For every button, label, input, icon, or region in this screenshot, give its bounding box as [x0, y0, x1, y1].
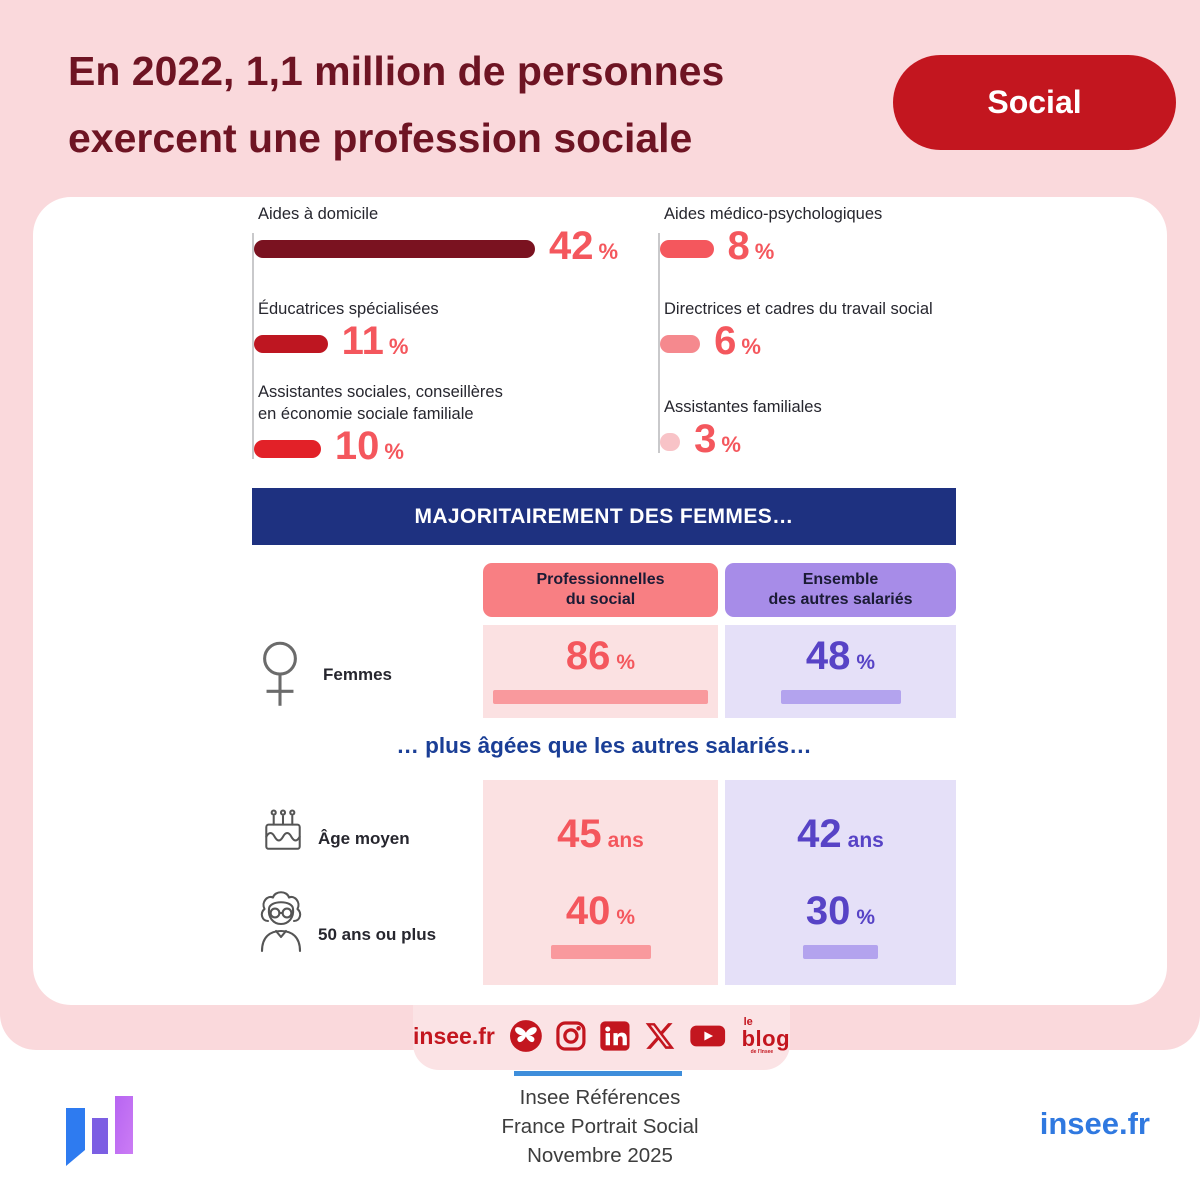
bar-label: Aides à domicile	[258, 205, 379, 223]
le-blog-link[interactable]: le blog de l'Insee	[741, 1016, 791, 1055]
bar-item: 8%	[660, 224, 775, 268]
bar-value: 6%	[714, 319, 761, 363]
axis-left	[252, 233, 254, 459]
bar-item: 11%	[254, 319, 409, 363]
category-badge-label: Social	[987, 84, 1082, 120]
row-label-age-moyen: Âge moyen	[318, 829, 410, 848]
bar-value: 3%	[694, 417, 741, 461]
section-subtitle: … plus âgées que les autres salariés…	[396, 733, 812, 758]
social-links-bar: insee.fr le blog de l'Insee	[413, 1014, 790, 1058]
bar-label: Assistantes sociales, conseillères en éc…	[258, 383, 503, 423]
bar-fill	[660, 335, 701, 353]
value-femmes-social: 86%	[565, 634, 636, 678]
page-title-line1: En 2022, 1,1 million de personnes	[68, 48, 725, 94]
publication-title: France Portrait Social	[501, 1115, 699, 1138]
mini-bar-femmes-social	[493, 690, 708, 704]
bar-item: 6%	[660, 319, 761, 363]
bar-fill	[254, 335, 328, 353]
row-label-50-plus: 50 ans ou plus	[318, 925, 437, 944]
mini-bar-femmes-others	[780, 690, 901, 704]
bar-label: Directrices et cadres du travail social	[664, 300, 933, 318]
bar-fill	[660, 433, 681, 451]
youtube-icon[interactable]	[689, 1019, 726, 1053]
cell-femmes-others: 48%	[725, 625, 956, 718]
female-symbol-icon	[263, 641, 297, 706]
column-header-others: Ensemble des autres salariés	[725, 563, 956, 617]
value-age-others: 42 ans	[797, 812, 884, 856]
linkedin-icon[interactable]	[599, 1019, 631, 1053]
bar-value: 10%	[334, 424, 404, 468]
x-twitter-icon[interactable]	[644, 1019, 676, 1053]
axis-right	[658, 233, 660, 453]
page-title-line2: exercent une profession sociale	[68, 115, 693, 161]
bar-label: Aides médico-psychologiques	[664, 205, 883, 223]
mini-bar-50plus-social	[550, 945, 651, 959]
section-banner: MAJORITAIREMENT DES FEMMES…	[252, 488, 956, 545]
column-header-social: Professionnelles du social	[483, 563, 718, 617]
value-age-social: 45 ans	[557, 812, 644, 856]
insee-fr-site-link[interactable]: insee.fr	[1039, 1106, 1150, 1141]
infographic-card: Aides à domicile 42% Éducatrices spécial…	[33, 197, 1167, 1005]
value-femmes-others: 48%	[805, 634, 876, 678]
publication-date: Novembre 2025	[527, 1144, 673, 1167]
insee-fr-link[interactable]: insee.fr	[413, 1022, 495, 1049]
category-badge: Social	[893, 55, 1176, 150]
page-title: En 2022, 1,1 million de personnes exerce…	[68, 38, 898, 172]
bar-value: 11%	[341, 319, 409, 363]
bar-fill	[254, 440, 321, 458]
footer-divider	[514, 1071, 682, 1076]
mini-bar-50plus-others	[803, 945, 878, 959]
value-50plus-social: 40%	[483, 889, 718, 959]
bar-item: 42%	[254, 224, 619, 268]
older-woman-icon	[260, 891, 302, 953]
section-banner-text: MAJORITAIREMENT DES FEMMES…	[414, 504, 794, 528]
bluesky-icon[interactable]	[509, 1019, 542, 1053]
value-50plus-others: 30%	[725, 889, 956, 959]
bar-value: 8%	[727, 224, 775, 268]
bar-label: Assistantes familiales	[664, 398, 822, 416]
row-label-femmes: Femmes	[323, 665, 392, 684]
bar-item: 3%	[660, 417, 741, 461]
cell-femmes-social: 86%	[483, 625, 718, 718]
bar-fill	[254, 240, 535, 258]
publication-reference: Insee Références France Portrait Social …	[400, 1083, 800, 1170]
publication-series: Insee Références	[519, 1086, 681, 1109]
birthday-cake-icon	[265, 809, 301, 850]
bar-fill	[660, 240, 714, 258]
bar-item: 10%	[254, 424, 404, 468]
bar-label: Éducatrices spécialisées	[258, 300, 439, 318]
insee-logo	[66, 1096, 133, 1166]
instagram-icon[interactable]	[555, 1019, 587, 1053]
bar-value: 42%	[548, 224, 619, 268]
